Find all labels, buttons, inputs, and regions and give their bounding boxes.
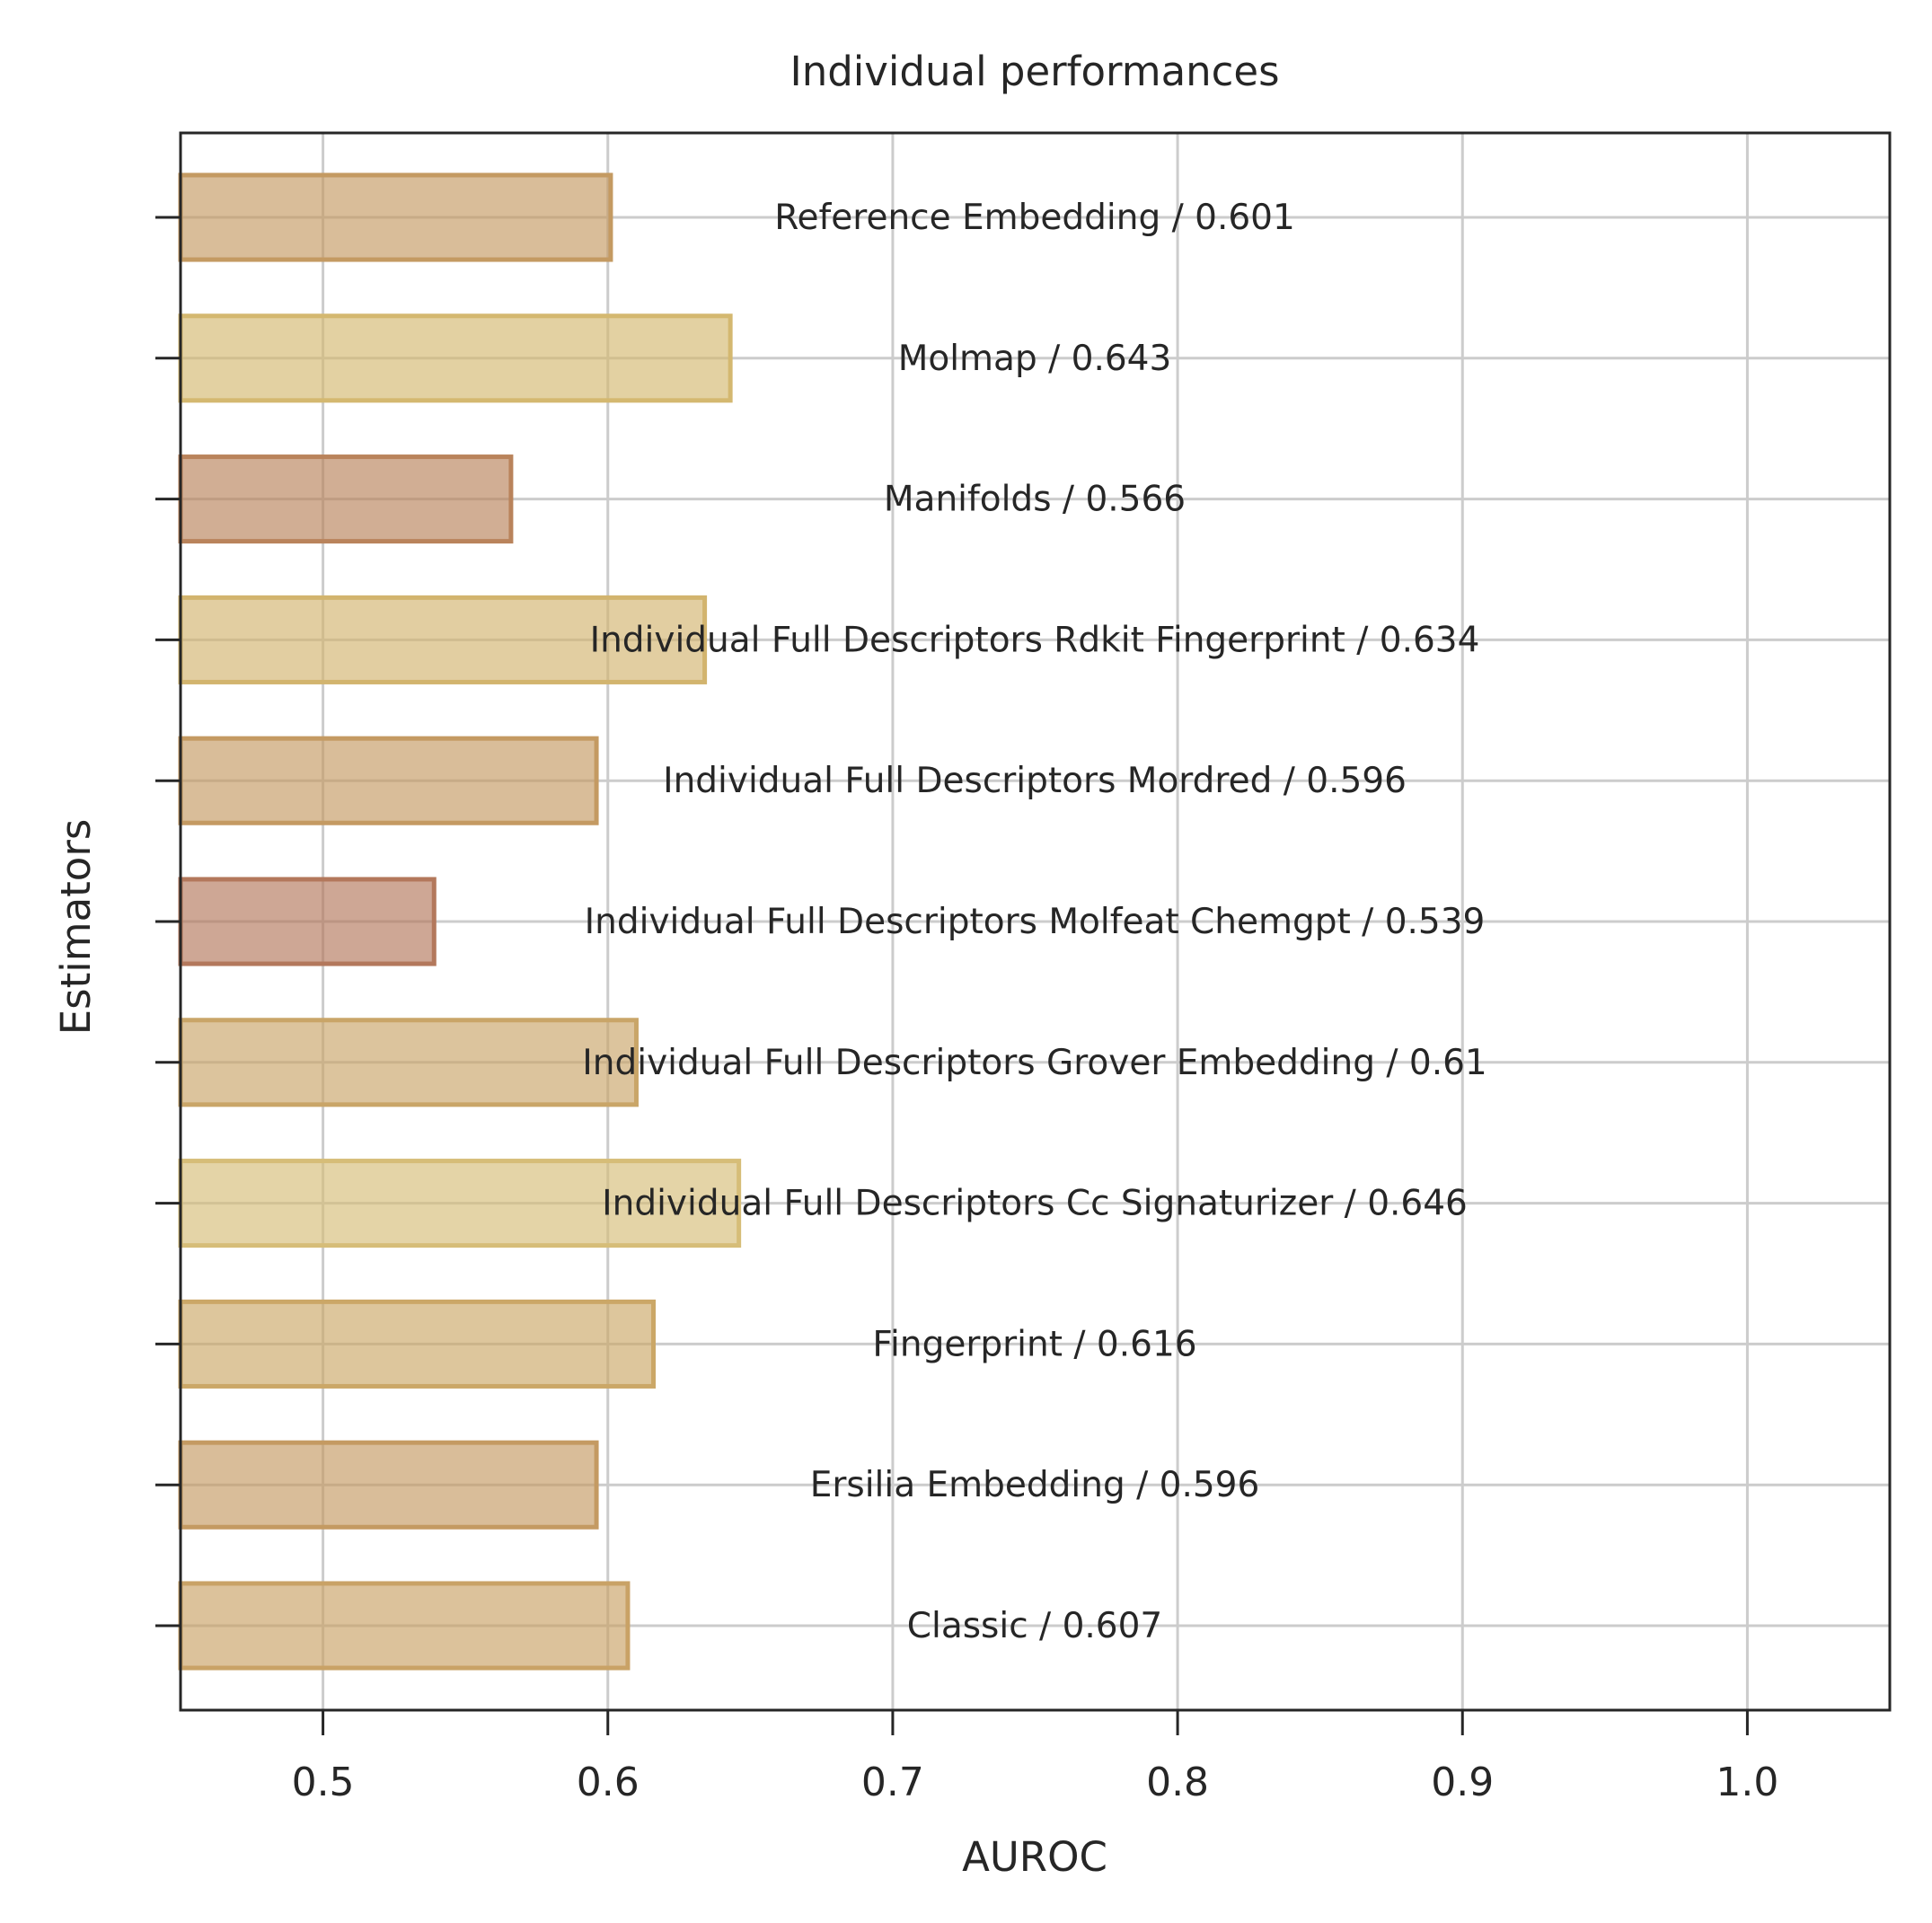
x-axis-label: AUROC xyxy=(962,1833,1107,1881)
x-tick-label: 0.8 xyxy=(1146,1760,1209,1805)
x-tick-label: 1.0 xyxy=(1716,1760,1778,1805)
bar xyxy=(178,172,613,262)
chart-title: Individual performances xyxy=(790,48,1279,95)
x-ticks: 0.5 0.6 0.7 0.8 0.9 1.0 xyxy=(292,1710,1778,1805)
bar xyxy=(178,736,599,825)
x-tick-label: 0.7 xyxy=(861,1760,924,1805)
bar xyxy=(178,1299,656,1389)
bar xyxy=(178,1581,631,1671)
bars xyxy=(178,172,742,1671)
bar-labels: Reference Embedding / 0.601 Molmap / 0.64… xyxy=(582,198,1486,1646)
bar-label: Ersilia Embedding / 0.596 xyxy=(810,1465,1260,1505)
bar xyxy=(178,1018,639,1107)
x-tick-label: 0.6 xyxy=(577,1760,640,1805)
bar-label: Manifolds / 0.566 xyxy=(884,480,1186,520)
y-axis-label: Estimators xyxy=(52,819,100,1036)
y-ticks xyxy=(155,216,181,1627)
bar xyxy=(178,595,708,684)
bar xyxy=(178,877,437,966)
bar xyxy=(178,313,733,403)
bar-label: Individual Full Descriptors Molfeat Chem… xyxy=(585,902,1486,942)
bar-label: Fingerprint / 0.616 xyxy=(872,1324,1196,1364)
bar-label: Classic / 0.607 xyxy=(907,1606,1162,1646)
bar-label: Individual Full Descriptors Grover Embed… xyxy=(582,1043,1486,1083)
bar xyxy=(178,454,514,544)
bar-label: Molmap / 0.643 xyxy=(898,339,1172,379)
bar-label: Individual Full Descriptors Mordred / 0.… xyxy=(663,761,1407,801)
x-tick-label: 0.5 xyxy=(292,1760,355,1805)
bar-label: Individual Full Descriptors Cc Signaturi… xyxy=(602,1184,1468,1224)
bar-label: Individual Full Descriptors Rdkit Finger… xyxy=(590,620,1480,660)
x-tick-label: 0.9 xyxy=(1431,1760,1494,1805)
bar-label: Reference Embedding / 0.601 xyxy=(774,198,1295,238)
bar xyxy=(178,1440,599,1530)
